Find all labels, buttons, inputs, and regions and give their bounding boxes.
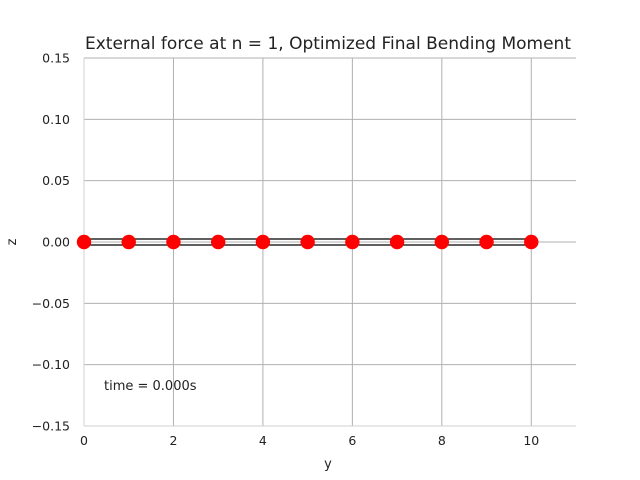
data-point <box>166 234 181 250</box>
y-tick-label: −0.10 <box>32 357 70 372</box>
x-tick-label: 10 <box>523 433 539 448</box>
y-tick-label: 0.05 <box>42 173 70 188</box>
y-tick-label: 0.00 <box>42 235 70 250</box>
time-annotation: time = 0.000s <box>104 379 197 394</box>
data-point <box>389 234 405 250</box>
data-point <box>345 234 360 250</box>
data-point <box>434 234 450 250</box>
data-point <box>479 234 494 250</box>
data-point <box>121 234 136 250</box>
data-point <box>255 234 271 250</box>
data-point <box>524 234 539 250</box>
y-axis-label: z <box>5 238 20 245</box>
x-tick-label: 8 <box>438 433 446 448</box>
x-tick-label: 2 <box>169 433 177 448</box>
data-point <box>300 234 315 250</box>
tick-labels: 0 2 4 6 8 10 −0.15 −0.10 −0.05 0.00 0.05 0.10 0.15 <box>32 51 540 449</box>
chart-title: External force at n = 1, Optimized Final… <box>85 34 571 54</box>
x-tick-label: 0 <box>80 433 88 448</box>
data-point <box>210 234 226 250</box>
y-tick-label: −0.05 <box>32 296 70 311</box>
x-tick-label: 4 <box>259 433 267 448</box>
grid <box>83 57 576 427</box>
y-tick-label: −0.15 <box>32 419 70 434</box>
x-axis-label: y <box>324 457 332 472</box>
data-point <box>76 234 92 250</box>
series-layer <box>76 234 539 250</box>
x-tick-label: 6 <box>348 433 356 448</box>
y-tick-label: 0.10 <box>42 112 70 127</box>
y-tick-label: 0.15 <box>42 51 70 66</box>
